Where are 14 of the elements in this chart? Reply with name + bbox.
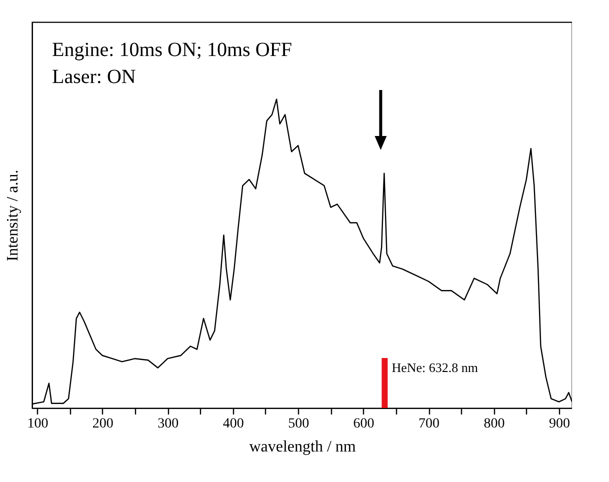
x-tick-label: 200: [92, 416, 114, 432]
x-tick-label: 600: [353, 416, 374, 432]
text: Engine: 10ms ON; 10ms OFF: [52, 39, 292, 61]
x-tick-label: 800: [484, 416, 505, 432]
y-axis-title: Intensity / a.u.: [4, 170, 22, 262]
x-tick-label: 400: [222, 416, 244, 432]
x-tick-label: 900: [548, 416, 570, 432]
x-tick-label: 700: [418, 416, 440, 432]
x-tick-label: 500: [288, 416, 310, 432]
text: Laser: ON: [52, 66, 136, 88]
x-tick-label: 300: [158, 416, 179, 432]
ref-line-label: HeNe: 632.8 nm: [392, 360, 478, 375]
x-axis-title: wavelength / nm: [249, 438, 356, 456]
x-tick-label: 100: [27, 416, 48, 432]
